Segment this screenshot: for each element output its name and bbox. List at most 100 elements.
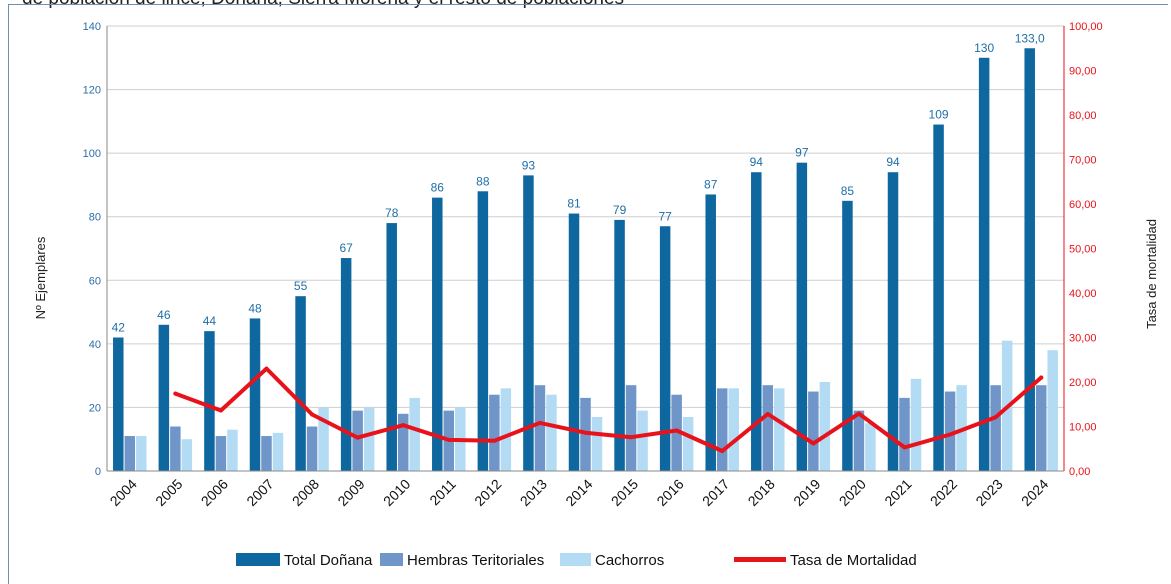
x-tick-label: 2023	[972, 476, 1005, 509]
y2-tick-label: 50,00	[1069, 244, 1097, 256]
bar-cachorros	[682, 416, 694, 471]
data-label: 46	[157, 308, 171, 322]
bar-total-do-ana	[386, 223, 397, 471]
x-tick-label: 2008	[289, 476, 322, 509]
y2-tick-label: 60,00	[1069, 199, 1097, 211]
bars: 42 46 44 48 55 67 78 86 88 93 81 79 77 87 94 97 85 94 109 1…	[112, 31, 1058, 472]
data-label: 130	[974, 41, 994, 55]
bar-hembras-teritoriales	[762, 385, 774, 471]
bar-cachorros	[910, 378, 922, 471]
legend-label: Tasa de Mortalidad	[790, 552, 917, 569]
y-tick-label: 40	[89, 339, 101, 351]
bar-cachorros	[272, 432, 284, 471]
y2-tick-label: 0,00	[1069, 466, 1090, 478]
bar-hembras-teritoriales	[808, 391, 819, 471]
data-label: 94	[750, 155, 764, 169]
line-point	[720, 448, 725, 453]
x-tick-label: 2007	[243, 476, 276, 509]
bar-cachorros	[409, 397, 420, 471]
bar-hembras-teritoriales	[853, 410, 865, 471]
line-point	[218, 408, 223, 413]
data-label: 78	[385, 206, 399, 220]
y-tick-label: 60	[89, 275, 101, 287]
bar-cachorros	[363, 407, 375, 471]
bar-hembras-teritoriales	[625, 385, 637, 471]
line-point	[173, 391, 178, 396]
bar-total-do-ana	[933, 124, 944, 472]
y2-tick-label: 40,00	[1069, 288, 1097, 300]
legend-label: Hembras Teritoriales	[407, 552, 544, 569]
bar-cachorros	[500, 388, 512, 471]
x-tick-label: 2004	[107, 476, 140, 509]
x-tick-label: 2012	[471, 476, 504, 509]
bar-total-do-ana	[796, 162, 808, 471]
bar-hembras-teritoriales	[534, 385, 546, 471]
y-tick-label: 140	[83, 21, 101, 33]
bar-hembras-teritoriales	[124, 436, 136, 471]
legend-label: Total Doñana	[284, 552, 373, 569]
data-label: 48	[248, 301, 262, 315]
x-tick-label: 2010	[380, 476, 413, 509]
line-point	[264, 366, 269, 371]
bar-cachorros	[637, 410, 648, 471]
line-point	[1039, 375, 1044, 380]
y2-tick-label: 10,00	[1069, 422, 1097, 434]
x-tick-label: 2014	[562, 476, 595, 509]
line-point	[310, 412, 315, 417]
line-point	[856, 411, 861, 416]
data-label: 81	[567, 197, 581, 211]
data-label: 93	[522, 158, 536, 172]
y2-tick-label: 90,00	[1069, 66, 1097, 78]
bar-hembras-teritoriales	[899, 397, 910, 471]
mortality-line-layer	[173, 366, 1044, 453]
bar-hembras-teritoriales	[990, 385, 1001, 471]
line-point	[629, 435, 634, 440]
bar-cachorros	[227, 429, 238, 471]
bar-hembras-teritoriales	[306, 426, 318, 471]
bar-total-do-ana	[614, 219, 625, 471]
y2-tick-label: 30,00	[1069, 333, 1097, 345]
x-tick-label: 2005	[152, 476, 185, 509]
x-tick-label: 2017	[699, 476, 732, 509]
data-label: 109	[929, 108, 949, 122]
x-tick-label: 2018	[745, 476, 778, 509]
bar-cachorros	[318, 407, 329, 471]
x-tick-label: 2022	[927, 476, 960, 509]
line-point	[583, 430, 588, 435]
data-label: 85	[841, 184, 855, 198]
bar-hembras-teritoriales	[671, 394, 682, 471]
data-label: 67	[339, 241, 353, 255]
x-tick-label: 2006	[198, 476, 231, 509]
bar-total-do-ana	[340, 258, 352, 471]
legend-swatch	[560, 553, 591, 566]
bar-total-do-ana	[204, 331, 215, 471]
bar-cachorros	[181, 439, 193, 471]
bar-total-do-ana	[978, 57, 990, 472]
line-point	[902, 445, 907, 450]
legend-swatch	[380, 553, 403, 566]
y-tick-label: 20	[89, 402, 101, 414]
x-tick-label: 2021	[881, 476, 914, 509]
bar-hembras-teritoriales	[716, 388, 728, 471]
bar-cachorros	[865, 423, 876, 471]
bar-total-do-ana	[568, 213, 580, 472]
x-tick-label: 2020	[836, 476, 869, 509]
line-point	[537, 420, 542, 425]
data-label: 133,0	[1015, 31, 1045, 45]
bar-hembras-teritoriales	[352, 410, 363, 471]
y2-axis-title: Tasa de mortalidad	[1144, 219, 1159, 329]
y-tick-label: 80	[89, 212, 101, 224]
bar-hembras-teritoriales	[397, 413, 409, 471]
y-tick-label: 120	[83, 85, 101, 97]
data-label: 94	[886, 155, 900, 169]
x-tick-label: 2013	[517, 476, 550, 509]
bar-total-do-ana	[295, 296, 306, 471]
chart: 42 46 44 48 55 67 78 86 88 93 81 79 77 87 94 97 85 94 109 1…	[33, 21, 1159, 569]
data-label: 79	[613, 203, 627, 217]
bar-total-do-ana	[887, 172, 899, 471]
x-tick-label: 2009	[334, 476, 367, 509]
y-tick-label: 0	[95, 466, 101, 478]
line-tasa-de-mortalidad	[173, 366, 1044, 453]
x-tick-label: 2011	[426, 476, 459, 509]
line-point	[401, 423, 406, 428]
